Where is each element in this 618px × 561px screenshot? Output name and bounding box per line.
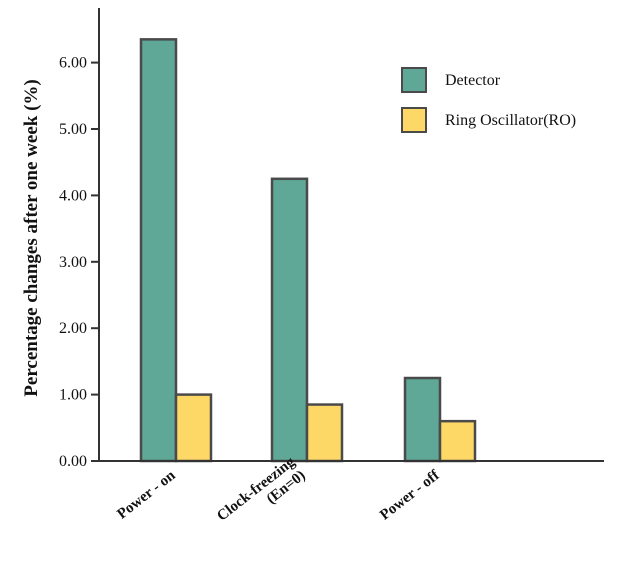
bar-detector-1 bbox=[270, 177, 309, 463]
legend-swatch-detector bbox=[401, 67, 427, 93]
bars bbox=[139, 38, 477, 463]
legend-label: Detector bbox=[445, 72, 501, 89]
y-tick-label: 0.00 bbox=[59, 453, 87, 470]
y-tick-label: 3.00 bbox=[59, 254, 87, 271]
y-axis-ticks: 0.00 1.00 2.00 3.00 4.00 5.00 6.00 bbox=[59, 55, 99, 470]
y-axis-title: Percentage changes after one week (%) bbox=[21, 79, 42, 396]
legend-swatch-ring-oscillator bbox=[401, 107, 427, 133]
y-tick-label: 1.00 bbox=[59, 387, 87, 404]
legend: Detector Ring Oscillator(RO) bbox=[401, 67, 576, 133]
y-tick-label: 5.00 bbox=[59, 121, 87, 138]
bar-detector-2 bbox=[403, 376, 442, 463]
x-category-label: Clock-freezing(En=0) bbox=[214, 454, 309, 538]
x-category-label: Power - on bbox=[114, 467, 179, 522]
x-axis-category-labels: Power - on Clock-freezing(En=0) Power - of… bbox=[114, 454, 443, 538]
legend-label: Ring Oscillator(RO) bbox=[445, 112, 576, 129]
y-tick-label: 4.00 bbox=[59, 187, 87, 204]
bar-detector-0 bbox=[139, 38, 178, 463]
x-category-label: Power - off bbox=[377, 467, 443, 524]
bar-ring-oscillator-2 bbox=[438, 419, 477, 463]
y-tick-label: 6.00 bbox=[59, 55, 87, 72]
bar-ring-oscillator-0 bbox=[174, 393, 213, 463]
bar-ring-oscillator-1 bbox=[305, 403, 344, 463]
y-tick-label: 2.00 bbox=[59, 320, 87, 337]
